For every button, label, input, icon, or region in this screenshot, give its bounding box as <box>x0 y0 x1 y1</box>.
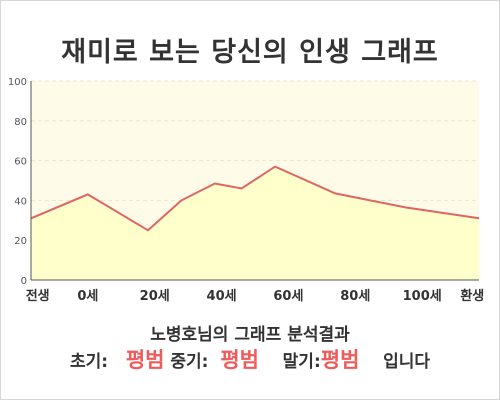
y-tick-label: 20 <box>14 236 27 247</box>
x-tick-label: 0세 <box>77 289 98 304</box>
result-subtitle: 노병호님의 그래프 분석결과 <box>150 325 350 345</box>
page-title: 재미로 보는 당신의 인생 그래프 <box>61 37 439 68</box>
middle-value: 평범 <box>220 348 259 372</box>
y-tick-label: 80 <box>14 117 27 128</box>
result-suffix: 입니다 <box>383 352 431 372</box>
result-summary: 초기: 평범 중기: 평범 말기:평범 입니다 <box>0 344 500 374</box>
x-tick-label: 60세 <box>273 289 303 304</box>
y-tick-label: 100 <box>8 77 27 88</box>
late-label: 말기: <box>282 352 321 372</box>
x-tick-label: 환생 <box>460 288 484 304</box>
y-tick-label: 0 <box>21 276 27 287</box>
x-tick-label: 40세 <box>207 289 237 304</box>
axes-layer <box>30 81 479 281</box>
series-area-fill <box>31 166 479 280</box>
y-tick-label: 40 <box>14 196 27 207</box>
x-tick-label: 80세 <box>340 289 370 304</box>
x-tick-label: 전생 <box>26 288 50 304</box>
early-value: 평범 <box>125 348 165 372</box>
y-tick-label: 60 <box>14 157 27 168</box>
late-value: 평범 <box>320 348 360 372</box>
x-tick-labels: 전생 0세 20세 40세 60세 80세 100세 환생 <box>26 288 485 304</box>
x-tick-label: 100세 <box>403 289 442 304</box>
middle-label: 중기: <box>170 352 209 372</box>
early-label: 초기: <box>69 352 109 372</box>
series-line <box>30 165 480 232</box>
x-tick-label: 20세 <box>140 289 170 304</box>
y-tick-labels: 0 20 40 60 80 100 <box>8 77 27 287</box>
